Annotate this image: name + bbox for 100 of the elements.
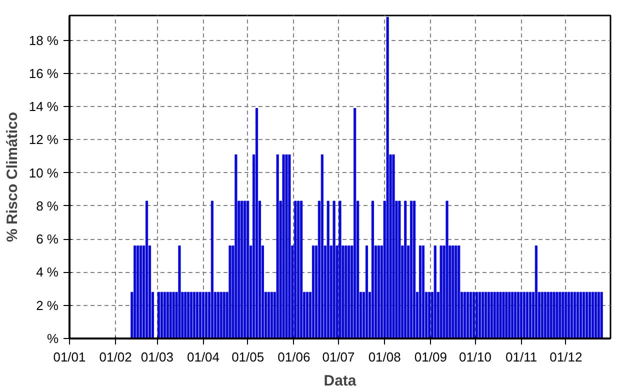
bar bbox=[579, 292, 582, 338]
bar bbox=[517, 292, 520, 338]
bar bbox=[481, 292, 484, 338]
bar bbox=[526, 292, 529, 338]
bar bbox=[216, 292, 220, 338]
bar bbox=[297, 200, 300, 338]
y-tick-label: 8 % bbox=[36, 198, 59, 214]
bar bbox=[520, 292, 523, 338]
y-tick-label: 18 % bbox=[28, 32, 59, 48]
bar bbox=[222, 292, 226, 338]
bar bbox=[440, 245, 442, 338]
bar bbox=[354, 108, 356, 338]
bar bbox=[558, 292, 562, 338]
bar bbox=[574, 292, 576, 338]
bar bbox=[475, 292, 478, 338]
bar bbox=[294, 200, 297, 338]
bar bbox=[428, 292, 430, 338]
bar bbox=[550, 292, 552, 338]
bar bbox=[505, 292, 508, 338]
bar bbox=[499, 292, 502, 338]
bar bbox=[187, 292, 190, 338]
bar bbox=[528, 292, 532, 338]
x-tick-label: 01/05 bbox=[232, 350, 264, 364]
bar bbox=[546, 292, 550, 338]
bar bbox=[220, 292, 222, 338]
bar bbox=[487, 292, 490, 338]
bar bbox=[338, 200, 342, 338]
bar bbox=[514, 292, 517, 338]
y-tick-label: 16 % bbox=[28, 66, 59, 81]
bar bbox=[458, 245, 460, 338]
bar bbox=[246, 200, 250, 338]
bar bbox=[392, 154, 395, 338]
bar bbox=[600, 292, 603, 338]
bar bbox=[564, 292, 568, 338]
bar bbox=[228, 245, 232, 338]
x-axis-title: Data bbox=[324, 372, 357, 390]
bar bbox=[210, 200, 214, 338]
x-tick-label: 01/04 bbox=[187, 350, 220, 364]
bar bbox=[196, 292, 199, 338]
y-tick-label: % bbox=[46, 331, 59, 346]
bar bbox=[470, 292, 472, 338]
bar bbox=[365, 245, 368, 338]
bar bbox=[484, 292, 487, 338]
bar bbox=[493, 292, 496, 338]
bar bbox=[160, 292, 163, 338]
bar bbox=[306, 292, 309, 338]
bar bbox=[434, 245, 436, 338]
bar bbox=[199, 292, 202, 338]
y-tick-label: 12 % bbox=[28, 132, 59, 148]
bar bbox=[576, 292, 580, 338]
bar bbox=[454, 245, 458, 338]
bar bbox=[184, 292, 187, 338]
bar bbox=[466, 292, 470, 338]
bar bbox=[145, 200, 148, 338]
bar bbox=[320, 154, 324, 338]
bar bbox=[377, 245, 380, 338]
bar bbox=[464, 292, 466, 338]
x-tick-label: 01/01 bbox=[53, 350, 86, 364]
bar bbox=[332, 200, 336, 338]
bar bbox=[255, 108, 258, 338]
y-tick-label: 4 % bbox=[36, 264, 59, 280]
bar bbox=[570, 292, 574, 338]
bar bbox=[193, 292, 196, 338]
bar bbox=[240, 200, 244, 338]
bar bbox=[502, 292, 505, 338]
bar bbox=[267, 292, 270, 338]
bar bbox=[523, 292, 526, 338]
bar bbox=[410, 200, 413, 338]
bar bbox=[163, 292, 166, 338]
bar bbox=[594, 292, 597, 338]
bar bbox=[244, 200, 246, 338]
bar bbox=[508, 292, 511, 338]
bar bbox=[300, 200, 303, 338]
bar bbox=[562, 292, 564, 338]
bar bbox=[591, 292, 594, 338]
bar bbox=[597, 292, 600, 338]
bar bbox=[404, 200, 407, 338]
bar bbox=[413, 200, 416, 338]
bar bbox=[169, 292, 172, 338]
bar bbox=[511, 292, 514, 338]
bar bbox=[386, 16, 389, 338]
bar bbox=[582, 292, 586, 338]
bar bbox=[326, 200, 330, 338]
x-tick-label: 01/12 bbox=[550, 350, 582, 364]
x-tick-label: 01/09 bbox=[414, 350, 447, 364]
bar bbox=[544, 292, 546, 338]
bar bbox=[418, 245, 422, 338]
bar bbox=[534, 245, 538, 338]
x-tick-label: 01/02 bbox=[99, 350, 132, 364]
bar bbox=[371, 200, 374, 338]
bar bbox=[344, 245, 348, 338]
bar bbox=[446, 200, 448, 338]
x-tick-label: 01/11 bbox=[506, 350, 538, 364]
bar bbox=[585, 292, 588, 338]
bar bbox=[276, 154, 279, 338]
bar bbox=[204, 292, 208, 338]
bar bbox=[134, 245, 136, 338]
x-tick-label: 01/10 bbox=[458, 350, 492, 364]
bar bbox=[312, 245, 315, 338]
x-tick-label: 01/06 bbox=[278, 350, 310, 364]
